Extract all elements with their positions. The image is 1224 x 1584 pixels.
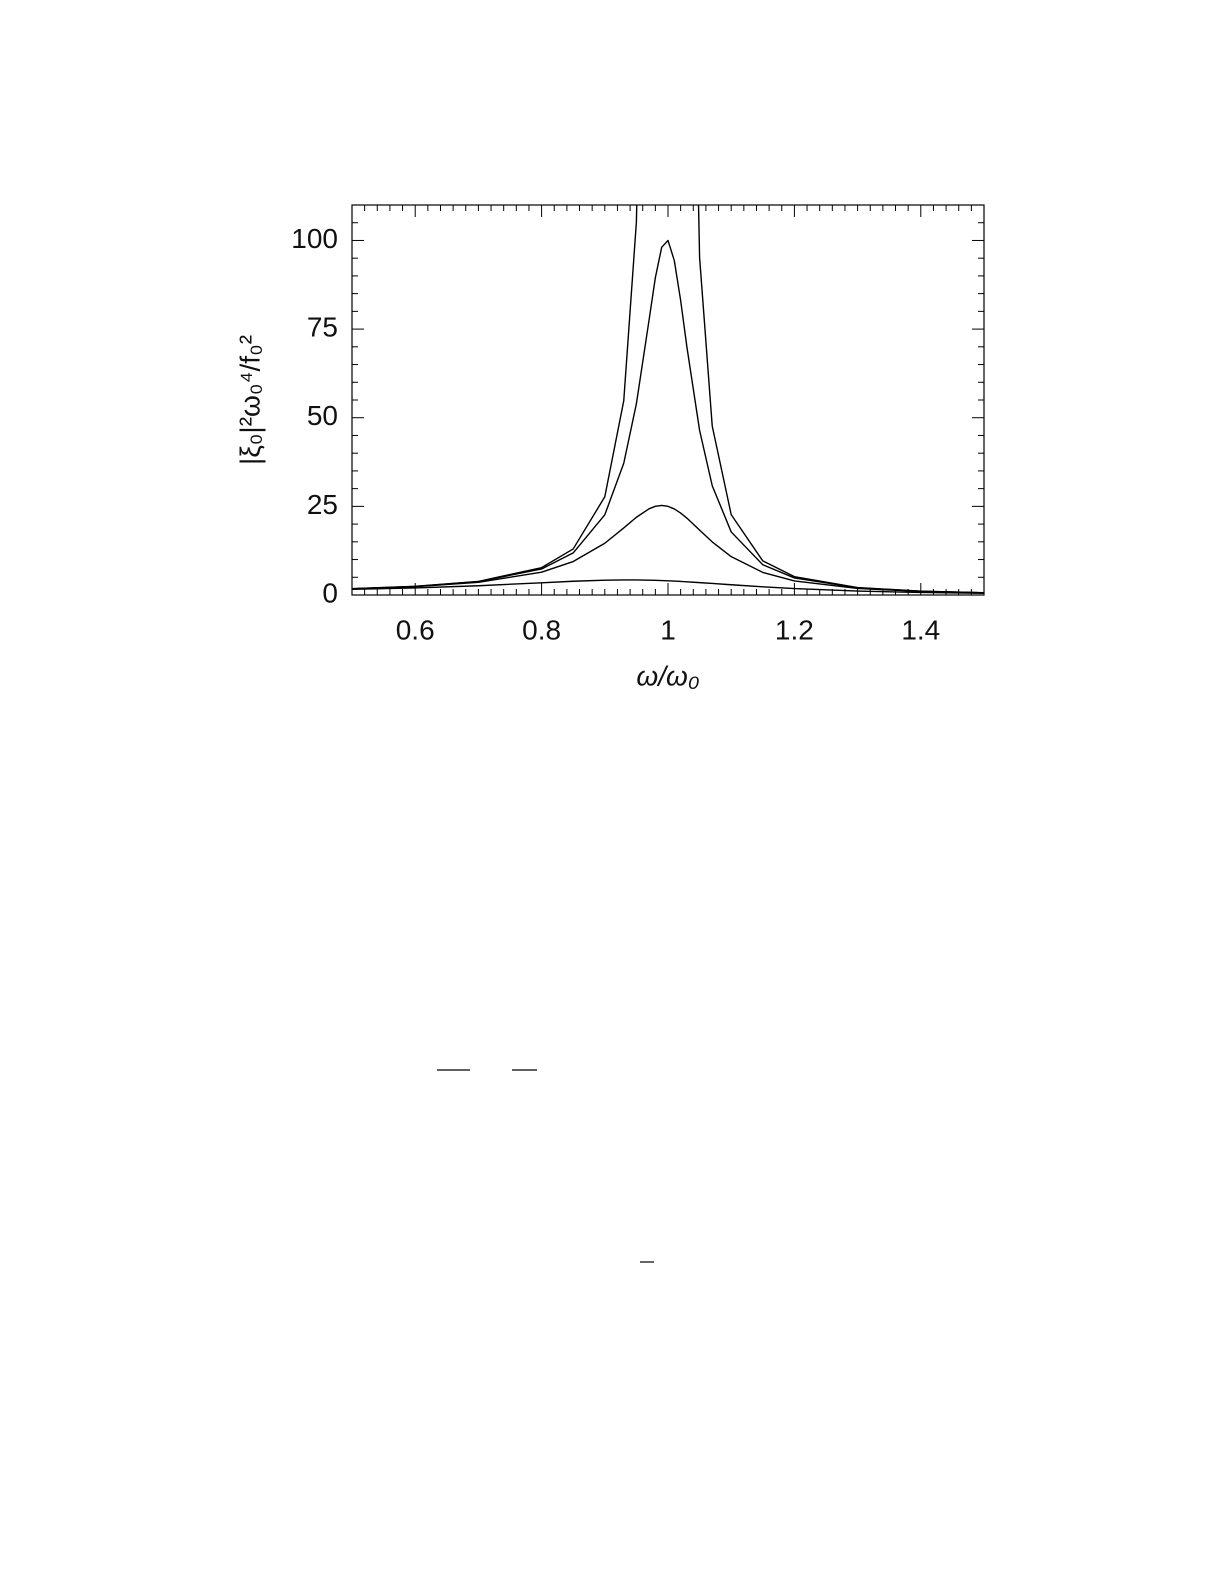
y-tick-label: 0 — [322, 577, 338, 608]
x-axis-title: ω/ω₀ — [636, 660, 699, 691]
y-tick-label: 75 — [307, 311, 338, 342]
y-tick-label: 50 — [307, 400, 338, 431]
series-line — [352, 504, 984, 594]
series-line — [352, 239, 984, 594]
x-tick-label: 1 — [660, 614, 676, 645]
plot-frame — [351, 204, 985, 596]
y-tick-label: 100 — [291, 223, 338, 254]
series-line — [352, 205, 984, 594]
x-tick-label: 1.2 — [775, 614, 814, 645]
plot-lines — [352, 205, 984, 595]
x-tick-label: 0.8 — [522, 614, 561, 645]
x-tick-label: 0.6 — [396, 614, 435, 645]
y-axis-title: |ξ₀|²ω₀⁴/f₀² — [234, 335, 265, 465]
y-tick-label: 25 — [307, 489, 338, 520]
x-tick-label: 1.4 — [901, 614, 940, 645]
series-line — [352, 579, 984, 595]
